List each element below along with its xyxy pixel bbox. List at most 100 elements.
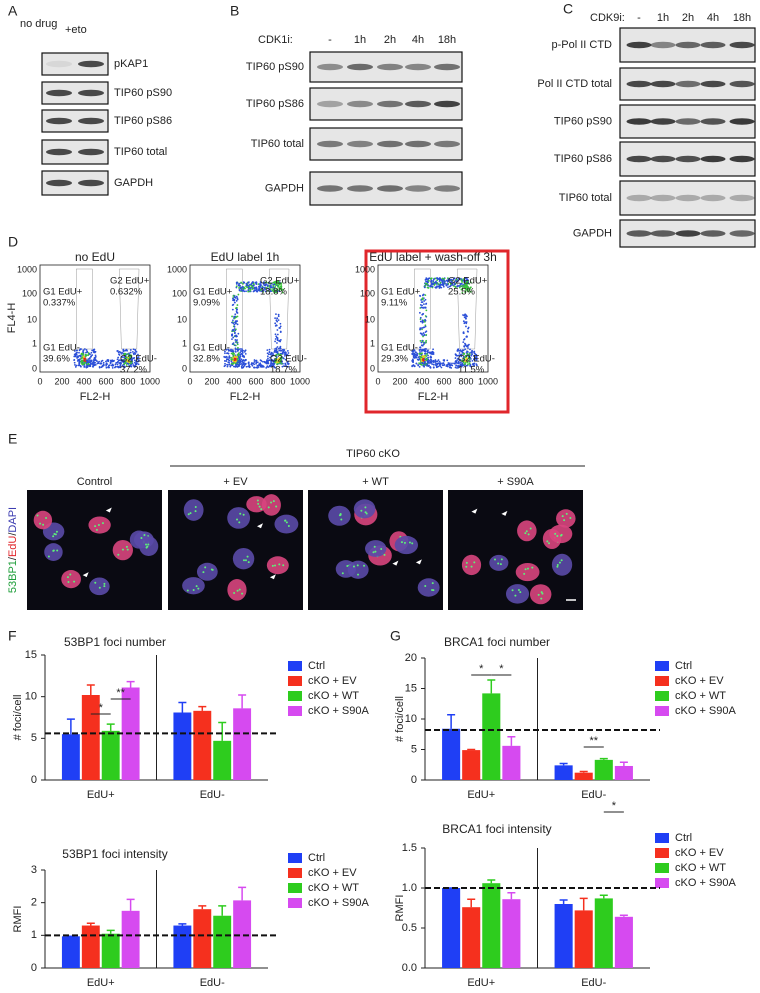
event: [419, 351, 421, 353]
x-tick-label: EdU-: [581, 977, 606, 989]
event: [425, 334, 428, 336]
event: [441, 277, 444, 280]
focus: [558, 561, 561, 564]
event: [287, 360, 290, 363]
event: [283, 365, 285, 367]
focus: [380, 548, 383, 551]
event: [239, 357, 241, 359]
event: [259, 362, 262, 365]
event: [261, 286, 263, 289]
event: [231, 334, 233, 337]
legend-label: Ctrl: [308, 852, 325, 864]
event: [420, 353, 423, 356]
event: [257, 283, 260, 286]
event: [456, 354, 459, 357]
y-tick-label: 10: [405, 713, 417, 725]
error-bar: [178, 701, 187, 713]
y-tick-label: 100: [360, 288, 375, 298]
blot-band: [317, 100, 343, 108]
arrowhead: [471, 508, 478, 514]
arrowhead: [501, 510, 508, 516]
event: [462, 341, 465, 344]
event: [226, 352, 228, 355]
event: [439, 281, 442, 284]
event: [468, 282, 471, 285]
event: [109, 359, 112, 362]
focus: [364, 506, 367, 509]
event: [266, 349, 269, 352]
event: [465, 360, 468, 363]
event: [435, 366, 438, 369]
focus: [238, 588, 241, 591]
blot-band: [46, 117, 72, 125]
event: [425, 339, 428, 342]
event: [463, 353, 466, 356]
blot-band: [377, 63, 403, 71]
event: [227, 349, 230, 352]
blot-band: [377, 100, 403, 108]
event: [230, 352, 233, 355]
significance-label: *: [99, 702, 104, 714]
event: [114, 363, 117, 366]
event: [127, 360, 130, 362]
event: [102, 361, 105, 364]
x-tick-label: 800: [120, 376, 135, 386]
blot-band: [729, 230, 755, 237]
event: [429, 362, 432, 364]
event: [462, 278, 465, 280]
blot-band: [347, 100, 373, 108]
event: [424, 325, 427, 328]
event: [423, 341, 425, 344]
event: [276, 288, 278, 291]
event: [419, 328, 422, 330]
event: [129, 349, 132, 351]
event: [247, 289, 250, 292]
event: [240, 352, 243, 355]
event: [454, 357, 457, 359]
event: [461, 283, 463, 285]
event: [457, 360, 460, 363]
event: [276, 320, 279, 323]
event: [240, 358, 243, 361]
arrowhead: [415, 559, 422, 565]
event: [456, 359, 459, 362]
event: [236, 315, 239, 318]
event: [437, 365, 440, 368]
column-label: 1h: [657, 12, 669, 24]
event: [242, 355, 245, 358]
column-label: -: [637, 12, 641, 24]
event: [440, 283, 443, 286]
legend-label: cKO + WT: [675, 690, 726, 702]
event: [432, 360, 435, 363]
focus: [101, 522, 104, 525]
y-tick-label: 1000: [355, 264, 375, 274]
row-label: TIP60 pS86: [246, 98, 304, 110]
event: [456, 350, 459, 352]
event: [241, 359, 244, 362]
blot-band: [626, 41, 652, 49]
event: [262, 360, 264, 363]
focus: [365, 512, 368, 515]
nucleus: [529, 584, 552, 605]
event: [231, 333, 234, 336]
event: [235, 285, 238, 288]
event: [267, 366, 270, 369]
event: [284, 351, 287, 354]
event: [228, 363, 231, 366]
event: [270, 362, 273, 365]
event: [231, 364, 234, 367]
focus: [360, 509, 363, 512]
panel-label: B: [230, 3, 239, 19]
event: [274, 338, 277, 340]
event: [275, 291, 278, 294]
event: [266, 359, 268, 361]
blot-band: [700, 41, 726, 49]
event: [274, 289, 277, 292]
event: [259, 285, 262, 288]
event: [241, 366, 243, 369]
event: [439, 278, 442, 281]
event: [235, 295, 238, 298]
event: [421, 306, 424, 309]
event: [280, 353, 282, 356]
event: [224, 350, 226, 353]
